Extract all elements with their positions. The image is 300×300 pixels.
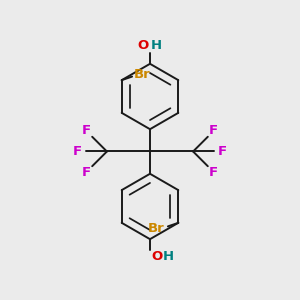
Text: F: F: [218, 145, 227, 158]
Text: F: F: [82, 124, 91, 137]
Text: F: F: [73, 145, 82, 158]
Text: F: F: [209, 166, 218, 178]
Text: O: O: [138, 40, 149, 52]
Text: O: O: [151, 250, 162, 263]
Text: Br: Br: [148, 222, 164, 235]
Text: F: F: [209, 124, 218, 137]
Text: F: F: [82, 166, 91, 178]
Text: H: H: [151, 40, 162, 52]
Text: Br: Br: [134, 68, 151, 81]
Text: H: H: [163, 250, 174, 263]
